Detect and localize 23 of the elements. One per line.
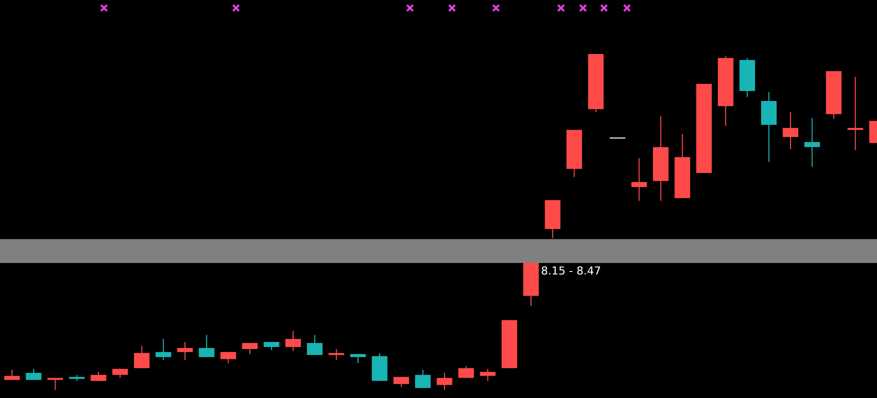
candlestick — [285, 330, 301, 352]
candlestick — [848, 76, 864, 151]
candlestick — [804, 117, 820, 168]
candlestick — [4, 369, 20, 380]
candlestick — [631, 158, 647, 202]
candlestick — [198, 334, 214, 358]
candlestick — [134, 345, 150, 369]
candlestick — [220, 352, 236, 364]
candlestick — [458, 366, 474, 378]
candlestick — [90, 371, 106, 382]
candlestick — [436, 372, 452, 390]
candlestick — [350, 354, 366, 364]
candlestick — [480, 368, 496, 382]
candlestick — [47, 377, 64, 390]
band-label: 8.15 - 8.47 — [541, 264, 601, 278]
candlestick — [177, 341, 193, 361]
candlestick — [26, 368, 42, 380]
candlestick — [306, 334, 323, 356]
candlestick — [782, 112, 798, 150]
candlestick — [761, 91, 777, 162]
candlestick — [415, 369, 431, 388]
candlestick — [156, 338, 172, 361]
candlestick — [328, 348, 344, 361]
